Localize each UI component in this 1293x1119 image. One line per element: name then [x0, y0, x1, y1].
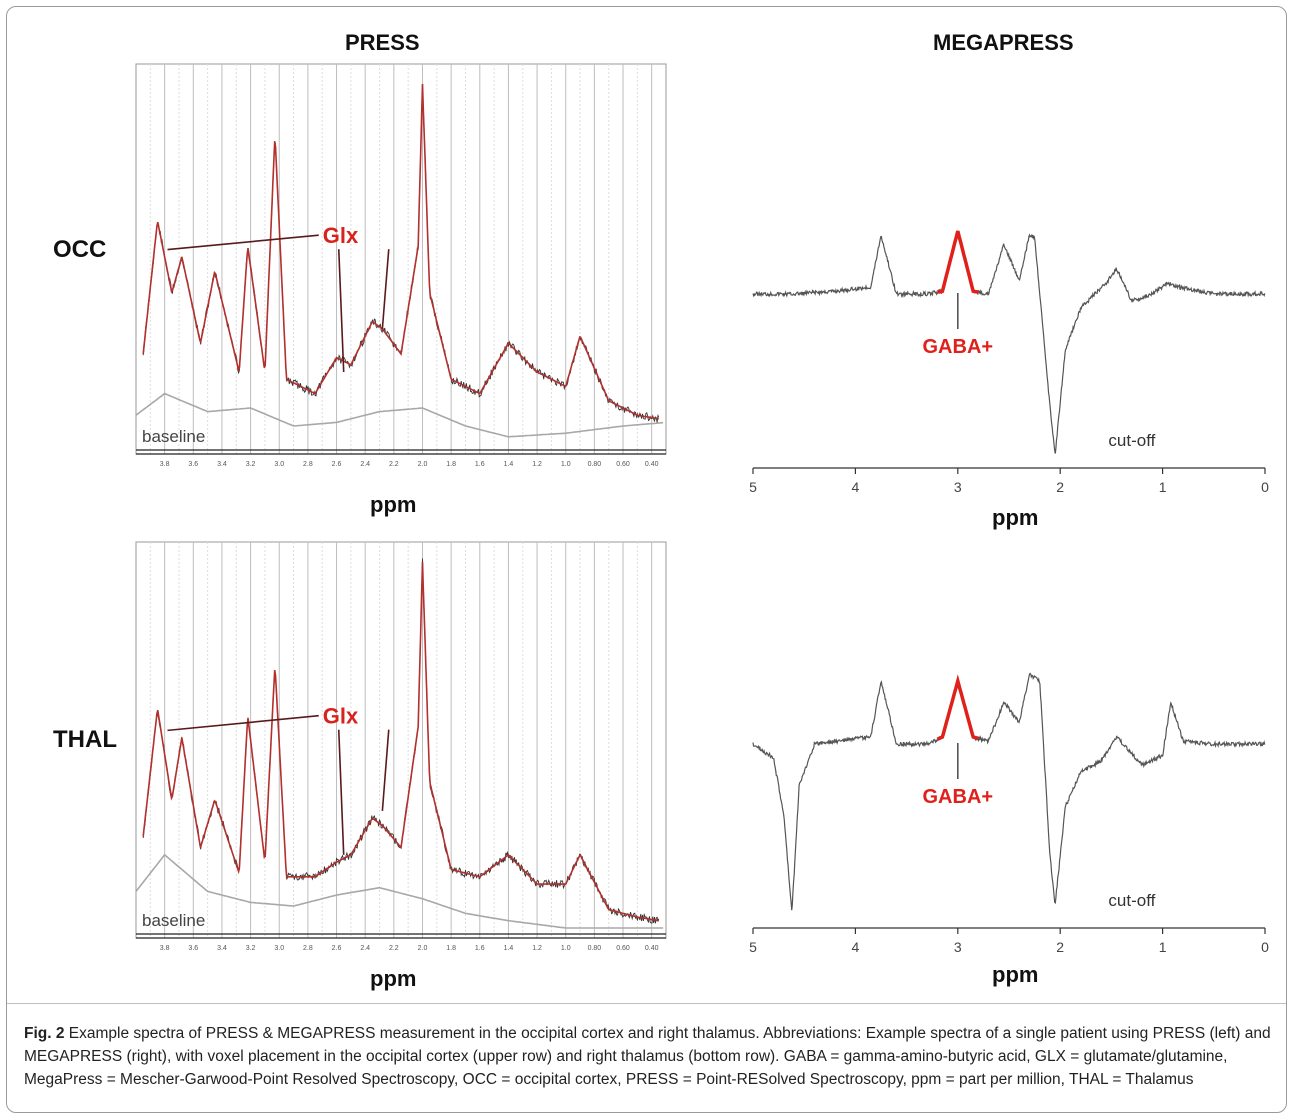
press-occ-spectrum: 3.8 3.6 3.4 3.2 3.0 2.8 2.6 2.4 2.2 2.0 1.8 1.6 1.4 1…	[135, 63, 667, 468]
press-occ-tick-label: 1.2	[532, 461, 542, 468]
press-occ-tick-label: 0.60	[616, 461, 630, 468]
press-occ-tick-label: 2.6	[332, 461, 342, 468]
press-thal-fit-trace	[142, 561, 659, 922]
press-occ-glx-pointer	[167, 234, 319, 251]
press-thal-tick-label: 1.8	[446, 945, 456, 952]
press-thal-tick-label: 0.40	[645, 945, 659, 952]
megapress-occ-tick-label: 5	[749, 479, 757, 495]
press-occ-tick-label: 2.4	[360, 461, 370, 468]
press-occ-baseline-curve	[135, 392, 664, 438]
press-occ-tick-label: 3.0	[274, 461, 284, 468]
megapress-occ-gaba-peak	[936, 230, 979, 294]
press-thal-tick-label: 1.6	[475, 945, 485, 952]
press-thal-tick-label: 1.4	[504, 945, 514, 952]
megapress-thal-tick-label: 3	[954, 939, 962, 955]
megapress-occ-tick-label: 0	[1261, 479, 1269, 495]
press-occ-glx-pointer	[337, 249, 345, 373]
megapress-thal-spectrum: GABA+ cut-off 5 4 3 2 1 0	[749, 672, 1269, 955]
press-thal-tick-label: 0.60	[616, 945, 630, 952]
press-thal-tick-label: 3.0	[274, 945, 284, 952]
press-column-title: PRESS	[345, 30, 420, 55]
megapress-thal-tick-label: 2	[1056, 939, 1064, 955]
press-occ-tick-label: 2.8	[303, 461, 313, 468]
press-occ-tick-label: 3.6	[188, 461, 198, 468]
press-occ-tick-label: 1.8	[446, 461, 456, 468]
press-thal-tick-label: 3.4	[217, 945, 227, 952]
megapress-thal-tick-label: 5	[749, 939, 757, 955]
press-thal-glx-pointer	[167, 714, 319, 732]
figure-frame	[6, 6, 1287, 1113]
press-thal-glx-pointer	[337, 729, 345, 855]
press-thal-tick-label: 2.8	[303, 945, 313, 952]
press-occ-plot-frame	[135, 63, 667, 455]
megapress-occ-spectrum: GABA+ cut-off 5 4 3 2 1 0	[749, 230, 1269, 495]
press-thal-glx-pointer	[381, 729, 390, 811]
figure-caption: Fig. 2 Example spectra of PRESS & MEGAPR…	[24, 1022, 1274, 1091]
press-thal-data-trace	[142, 558, 660, 924]
press-thal-tick-label: 0.80	[588, 945, 602, 952]
press-occ-xlabel: ppm	[370, 492, 417, 517]
press-occ-tick-label: 3.8	[160, 461, 170, 468]
megapress-occ-tick-label: 3	[954, 479, 962, 495]
press-thal-tick-label: 3.2	[246, 945, 256, 952]
megapress-occ-xlabel: ppm	[992, 505, 1039, 530]
press-thal-plot-frame	[135, 541, 667, 939]
press-thal-tick-label: 2.2	[389, 945, 399, 952]
megapress-occ-trace	[752, 231, 1266, 454]
press-occ-baseline-label: baseline	[142, 427, 205, 446]
row-label-thal: THAL	[53, 726, 117, 753]
megapress-thal-trace	[752, 672, 1266, 911]
press-thal-glx-label: Glx	[323, 704, 359, 729]
megapress-thal-gaba-peak	[936, 674, 979, 741]
press-thal-tick-label: 3.6	[188, 945, 198, 952]
press-occ-tick-label: 1.6	[475, 461, 485, 468]
press-thal-tick-label: 2.6	[332, 945, 342, 952]
press-thal-tick-label: 3.8	[160, 945, 170, 952]
caption-text: Example spectra of PRESS & MEGAPRESS mea…	[24, 1025, 1271, 1088]
megapress-occ-gaba-label: GABA+	[923, 336, 994, 358]
megapress-thal-tick-label: 4	[852, 939, 860, 955]
megapress-thal-tick-label: 0	[1261, 939, 1269, 955]
megapress-thal-gaba-label: GABA+	[923, 786, 994, 808]
press-thal-tick-label: 1.2	[532, 945, 542, 952]
megapress-thal-tick-label: 1	[1159, 939, 1167, 955]
press-occ-tick-label: 3.4	[217, 461, 227, 468]
press-thal-tick-label: 2.4	[360, 945, 370, 952]
megapress-column-title: MEGAPRESS	[933, 30, 1074, 55]
megapress-occ-tick-label: 2	[1056, 479, 1064, 495]
megapress-thal-cutoff-label: cut-off	[1108, 891, 1155, 910]
caption-divider	[7, 1003, 1286, 1004]
press-thal-spectrum: 3.8 3.6 3.4 3.2 3.0 2.8 2.6 2.4 2.2 2.0 1.8 1.6 1.4 1…	[135, 541, 667, 952]
press-occ-tick-label: 1.0	[561, 461, 571, 468]
press-thal-xlabel: ppm	[370, 966, 417, 991]
megapress-occ-cutoff-label: cut-off	[1108, 431, 1155, 450]
press-occ-fit-trace	[142, 83, 659, 420]
press-thal-tick-label: 1.0	[561, 945, 571, 952]
megapress-thal-xlabel: ppm	[992, 962, 1039, 987]
press-occ-tick-label: 3.2	[246, 461, 256, 468]
press-occ-data-trace	[142, 83, 660, 423]
press-thal-baseline-label: baseline	[142, 911, 205, 930]
press-occ-tick-label: 2.2	[389, 461, 399, 468]
megapress-occ-tick-label: 1	[1159, 479, 1167, 495]
row-label-occ: OCC	[53, 236, 107, 263]
megapress-occ-tick-label: 4	[852, 479, 860, 495]
press-thal-tick-label: 2.0	[418, 945, 428, 952]
press-occ-tick-label: 2.0	[418, 461, 428, 468]
press-occ-tick-label: 1.4	[504, 461, 514, 468]
press-occ-tick-label: 0.40	[645, 461, 659, 468]
press-occ-tick-label: 0.80	[588, 461, 602, 468]
press-occ-glx-label: Glx	[323, 223, 359, 248]
press-occ-glx-pointer	[381, 249, 390, 329]
caption-label: Fig. 2	[24, 1025, 65, 1042]
press-thal-baseline-curve	[135, 853, 664, 929]
